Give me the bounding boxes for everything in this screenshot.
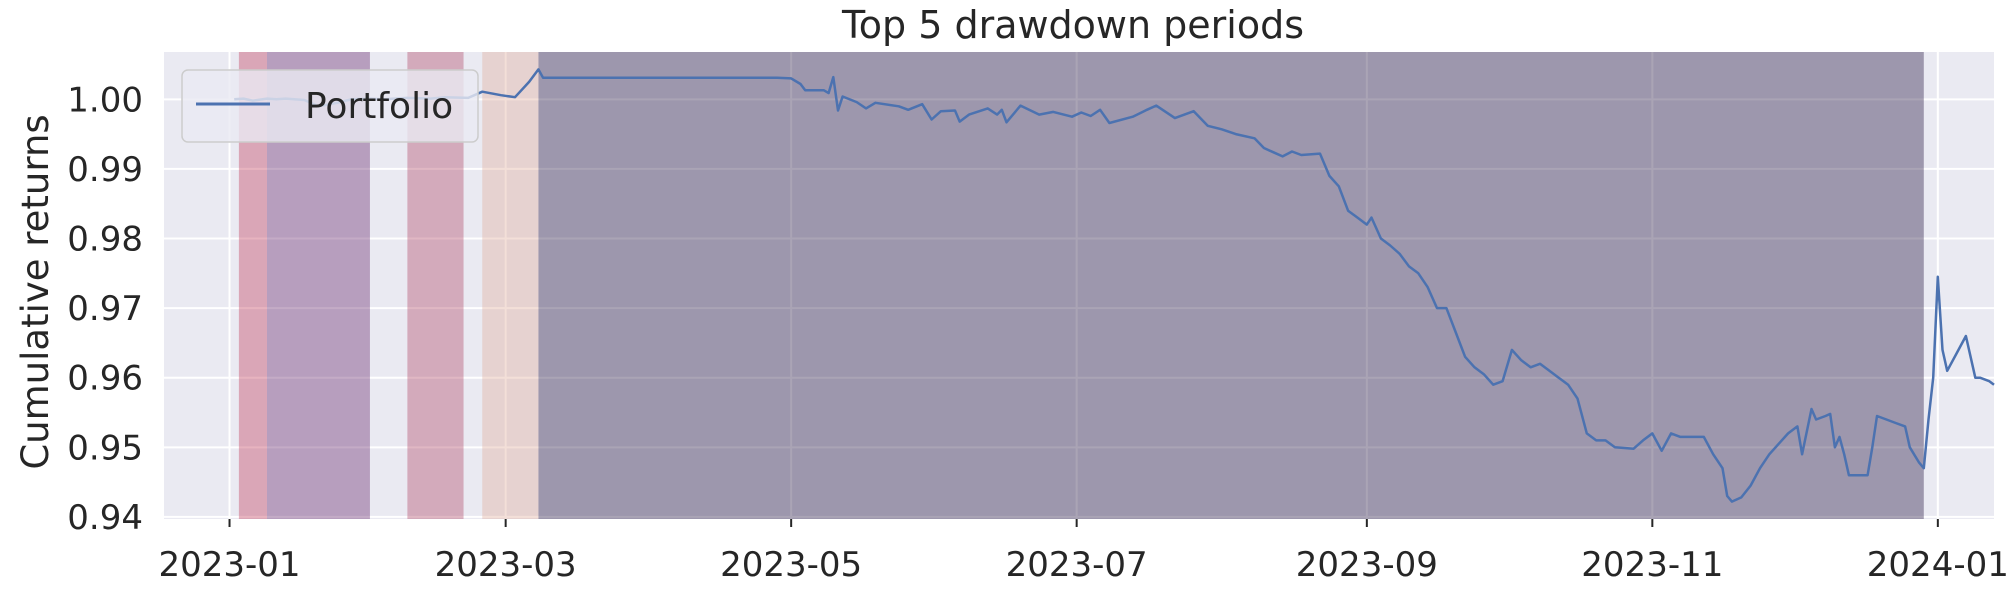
legend: Portfolio <box>181 69 479 143</box>
y-tick-label: 1.00 <box>67 80 143 120</box>
legend-label-portfolio: Portfolio <box>305 86 453 127</box>
x-tick-label: 2023-03 <box>435 545 577 585</box>
chart-title: Top 5 drawdown periods <box>841 3 1304 47</box>
y-axis-ticks: 0.94 0.95 0.96 0.97 0.98 0.99 1.00 <box>67 80 143 538</box>
y-axis-label: Cumulative returns <box>14 114 57 469</box>
x-tick-label: 2023-09 <box>1296 545 1438 585</box>
series-line-portfolio <box>234 68 1995 503</box>
series-lines <box>234 68 1995 503</box>
x-tick-label: 2024-01 <box>1867 545 2009 585</box>
x-tick-label: 2023-01 <box>158 545 300 585</box>
drawdown-period-band <box>538 52 1924 519</box>
y-tick-label: 0.99 <box>67 150 143 190</box>
drawdown-period-band <box>482 52 539 519</box>
x-tick-label: 2023-07 <box>1006 545 1148 585</box>
y-tick-label: 0.96 <box>67 359 143 399</box>
x-tick-label: 2023-11 <box>1581 545 1723 585</box>
y-tick-label: 0.98 <box>67 220 143 260</box>
x-axis-ticks: 2023-01 2023-03 2023-05 2023-07 2023-09 2023-… <box>158 519 2009 585</box>
drawdown-shading <box>238 52 1924 519</box>
x-tick-label: 2023-05 <box>720 545 862 585</box>
y-tick-label: 0.94 <box>67 498 143 538</box>
y-tick-label: 0.97 <box>67 289 143 329</box>
y-tick-label: 0.95 <box>67 428 143 468</box>
legend-box <box>181 69 479 143</box>
